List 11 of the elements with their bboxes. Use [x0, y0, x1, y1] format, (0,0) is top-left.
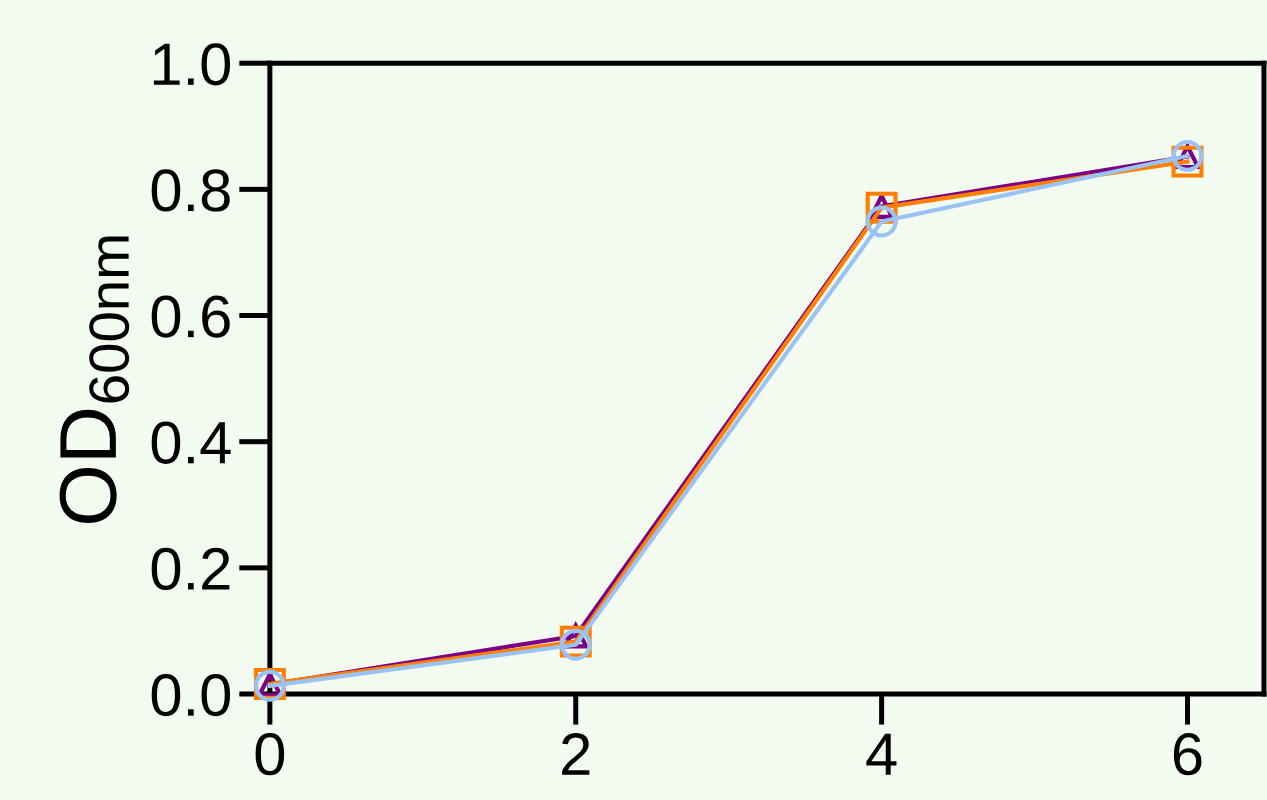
- y-tick-label: 0.2: [151, 547, 230, 591]
- y-axis-title: OD$_{600nm}$: [59, 236, 130, 524]
- y-tick-label: 0.4: [151, 421, 231, 464]
- x-tick-label: 2: [562, 733, 590, 775]
- y-tick-label: 0.6: [151, 295, 230, 338]
- x-tick-label: 6: [1173, 733, 1202, 776]
- x-tick-label: 0: [255, 733, 285, 776]
- y-tick-label: 0.0: [151, 673, 231, 717]
- y-tick-label: 1.0: [153, 43, 231, 86]
- y-tick-label: 0.8: [151, 169, 230, 212]
- x-tick-label: 4: [866, 733, 897, 775]
